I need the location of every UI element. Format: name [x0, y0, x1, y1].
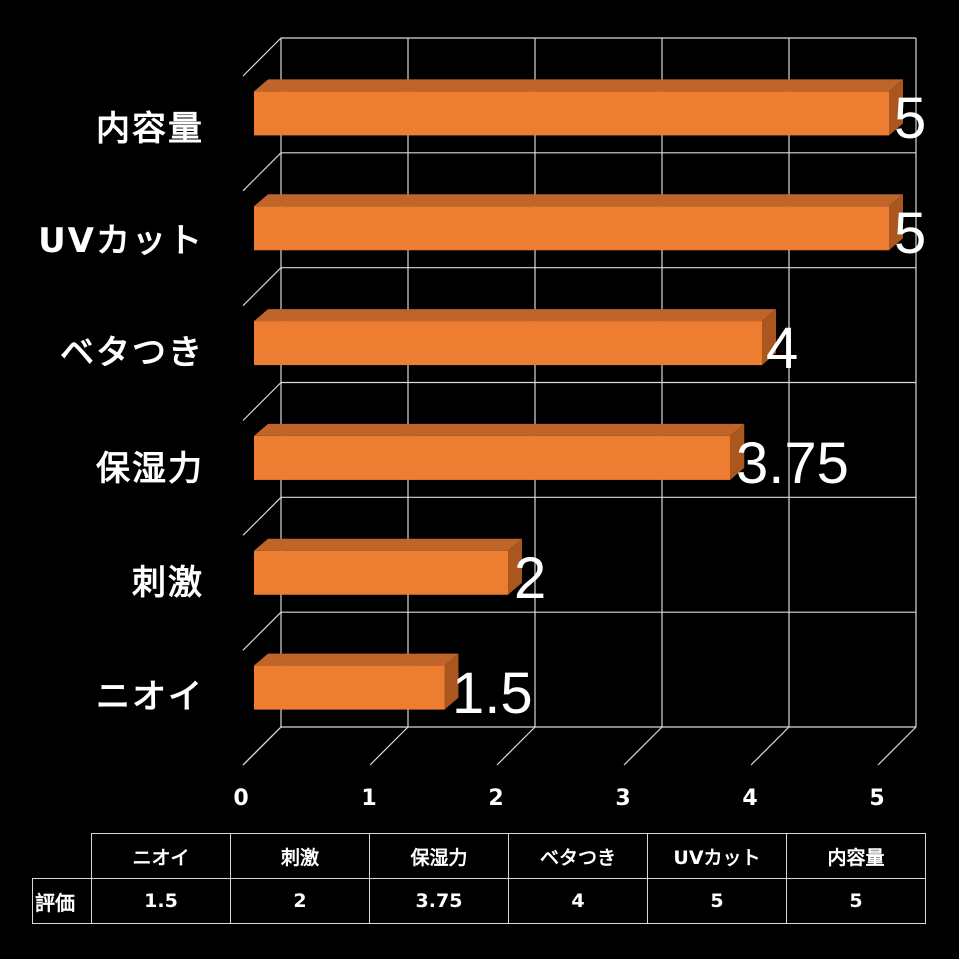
floor-gridline	[369, 726, 409, 766]
x-tick-5: 5	[869, 786, 885, 811]
data-table-header: 保湿力	[369, 833, 509, 879]
data-table-cell: 5	[786, 878, 926, 924]
bar-front-face	[254, 321, 762, 366]
bar-top-face	[254, 538, 522, 551]
bar-front-face	[254, 435, 731, 480]
bar	[254, 79, 903, 136]
bar-side-face	[762, 309, 776, 366]
category-label-shigeki: 刺激	[132, 563, 204, 603]
data-table-corner	[32, 833, 92, 879]
value-label-betatsuki: 4	[766, 316, 799, 381]
bar-side-face	[444, 653, 459, 710]
floor-gridline	[623, 726, 663, 766]
bar	[254, 653, 459, 710]
data-table-cell: 1.5	[91, 878, 231, 924]
bar-side-face	[889, 79, 903, 136]
category-label-hoshitsuryoku: 保湿力	[96, 449, 204, 489]
bar-side-face	[889, 194, 903, 251]
data-table-header: ニオイ	[91, 833, 231, 879]
category-label-naiyoryo: 内容量	[96, 109, 204, 149]
floor-gridline	[496, 726, 536, 766]
wall-gridline	[242, 382, 282, 421]
x-tick-1: 1	[361, 786, 377, 811]
data-table-cell: 3.75	[369, 878, 509, 924]
data-table-cell: 4	[508, 878, 648, 924]
grid-lines	[242, 37, 917, 766]
data-table-header-row: ニオイ 刺激 保湿力 ベタつき UVカット 内容量	[32, 833, 926, 879]
value-label-naiyoryo: 5	[894, 86, 927, 151]
wall-gridline	[242, 726, 282, 766]
bar-front-face	[254, 91, 889, 136]
data-table-cell: 2	[230, 878, 370, 924]
wall-gridline	[242, 37, 282, 77]
value-label-hoshitsuryoku: 3.75	[736, 431, 849, 496]
floor-gridline	[877, 726, 917, 766]
bar-top-face	[254, 423, 745, 436]
x-tick-0: 0	[233, 786, 249, 811]
bar-front-face	[254, 206, 889, 251]
category-label-uv-cut: UVカット	[38, 221, 204, 261]
value-label-uv-cut: 5	[894, 201, 927, 266]
bar-top-face	[254, 653, 459, 666]
floor-gridline	[750, 726, 790, 766]
value-label-nioi: 1.5	[452, 661, 533, 726]
data-table-header: 内容量	[786, 833, 926, 879]
bar	[254, 423, 745, 480]
bar	[254, 194, 903, 251]
bar-front-face	[254, 665, 445, 710]
data-table-row-label: 評価	[32, 878, 92, 924]
wall-gridline	[242, 611, 282, 651]
wall-gridline	[242, 496, 282, 536]
category-label-betatsuki: ベタつき	[60, 333, 204, 373]
bar-top-face	[254, 194, 903, 207]
bar-series	[254, 79, 903, 710]
bar-side-face	[508, 538, 522, 595]
data-table-header: 刺激	[230, 833, 370, 879]
x-tick-2: 2	[488, 786, 504, 811]
bar	[254, 309, 776, 366]
x-tick-4: 4	[742, 786, 758, 811]
bar-side-face	[730, 423, 745, 480]
bar	[254, 538, 522, 595]
bar-top-face	[254, 79, 903, 92]
x-tick-3: 3	[615, 786, 631, 811]
data-table: ニオイ 刺激 保湿力 ベタつき UVカット 内容量 評価 1.5 2 3.75 …	[32, 833, 926, 924]
wall-gridline	[242, 152, 282, 192]
bar-front-face	[254, 550, 508, 595]
bar-top-face	[254, 309, 776, 322]
category-label-nioi: ニオイ	[96, 677, 204, 717]
data-table-row: 評価 1.5 2 3.75 4 5 5	[32, 878, 926, 924]
data-table-header: UVカット	[647, 833, 787, 879]
value-label-shigeki: 2	[514, 546, 547, 611]
wall-gridline	[242, 267, 282, 307]
data-table-cell: 5	[647, 878, 787, 924]
data-table-header: ベタつき	[508, 833, 648, 879]
